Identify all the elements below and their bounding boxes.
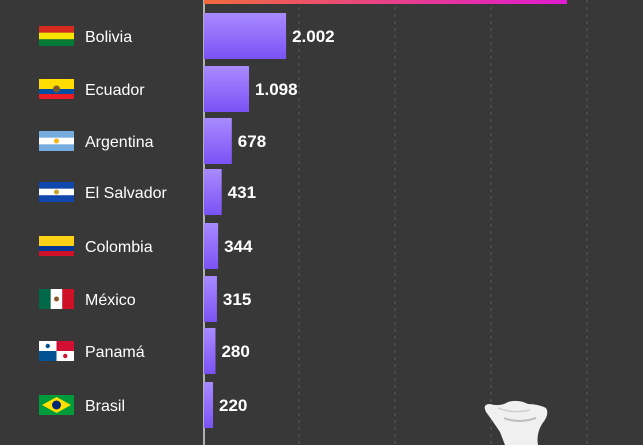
value-label: 315 bbox=[223, 290, 251, 309]
flag-brasil-icon bbox=[39, 395, 74, 415]
cropped-top-bar bbox=[204, 0, 567, 4]
chart-row: Bolivia 2.002 bbox=[39, 13, 335, 59]
category-label: Brasil bbox=[85, 398, 125, 415]
bar bbox=[204, 328, 216, 374]
bar bbox=[204, 276, 217, 322]
value-label: 431 bbox=[228, 183, 256, 202]
bar bbox=[204, 169, 222, 215]
value-label: 678 bbox=[238, 132, 266, 151]
category-label: Argentina bbox=[85, 134, 154, 151]
flag-ecuador-icon bbox=[39, 79, 74, 99]
value-label: 220 bbox=[219, 396, 247, 415]
category-label: México bbox=[85, 292, 136, 309]
chart-row: El Salvador 431 bbox=[39, 169, 256, 215]
category-label: Ecuador bbox=[85, 82, 145, 99]
value-label: 2.002 bbox=[292, 27, 335, 46]
bar bbox=[204, 118, 232, 164]
chart-row: Brasil 220 bbox=[39, 382, 247, 428]
bar bbox=[204, 382, 214, 428]
bar bbox=[204, 13, 287, 59]
money-bag-icon bbox=[484, 400, 548, 445]
category-label: Bolivia bbox=[85, 29, 132, 46]
chart-row: México 315 bbox=[39, 276, 251, 322]
category-label: Colombia bbox=[85, 239, 153, 256]
category-label: El Salvador bbox=[85, 185, 167, 202]
flag-panama-icon bbox=[39, 341, 74, 361]
chart-row: Argentina 678 bbox=[39, 118, 266, 164]
category-label: Panamá bbox=[85, 344, 145, 361]
flag-colombia-icon bbox=[39, 236, 74, 256]
gridlines bbox=[298, 0, 588, 445]
bar bbox=[204, 66, 250, 112]
value-label: 280 bbox=[221, 342, 249, 361]
flag-mexico-icon bbox=[39, 289, 74, 309]
chart-row: Colombia 344 bbox=[39, 223, 253, 269]
value-label: 344 bbox=[224, 237, 253, 256]
flag-el-salvador-icon bbox=[39, 182, 74, 202]
chart-row: Ecuador 1.098 bbox=[39, 66, 298, 112]
value-label: 1.098 bbox=[255, 80, 298, 99]
flag-bolivia-icon bbox=[39, 26, 74, 46]
bar bbox=[204, 223, 219, 269]
flag-argentina-icon bbox=[39, 131, 74, 151]
chart-row: Panamá 280 bbox=[39, 328, 250, 374]
